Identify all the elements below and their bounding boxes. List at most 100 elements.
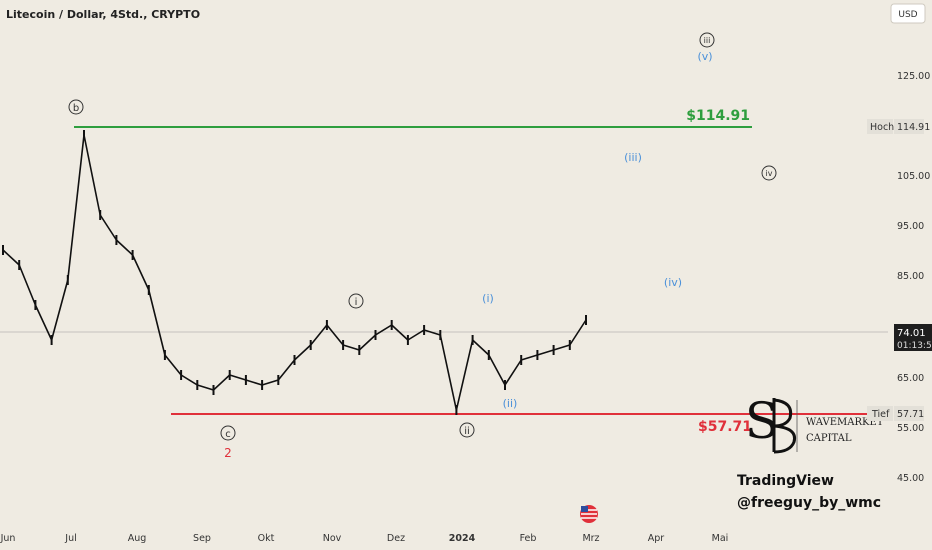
symbol-title: Litecoin / Dollar, 4Std., CRYPTO (6, 8, 200, 21)
price-point (520, 355, 523, 365)
price-tick: 45.00 (897, 473, 924, 484)
price-point (536, 350, 539, 360)
price-point (50, 335, 53, 345)
price-point (358, 345, 361, 355)
time-tick: 2024 (449, 533, 476, 544)
currency-label: USD (898, 10, 917, 20)
current-price-badge (894, 324, 932, 351)
price-point (180, 370, 183, 380)
price-point (34, 300, 37, 310)
company-name-line1: WAVEMARKET (806, 417, 884, 428)
high-value-bg (894, 119, 924, 134)
price-point (439, 330, 442, 340)
svg-text:iii: iii (704, 36, 711, 45)
price-point (423, 325, 426, 335)
low-level-label: $57.71 (698, 419, 752, 435)
price-point (471, 335, 474, 345)
price-axis[interactable]: 125.00 105.00 95.00 85.00 65.00 55.00 45… (867, 71, 932, 484)
wave-label-iii-circle: iii (699, 32, 715, 48)
price-point (147, 285, 150, 295)
price-point (163, 350, 166, 360)
wavemarket-logo: S (745, 392, 798, 454)
author-handle: @freeguy_by_wmc (737, 495, 881, 511)
time-tick: Jun (0, 533, 15, 544)
price-point (504, 380, 506, 390)
price-point (244, 375, 247, 385)
high-level-label: $114.91 (686, 108, 750, 124)
company-name-line2: CAPITAL (806, 433, 852, 444)
price-point (406, 335, 409, 345)
price-tick: 65.00 (897, 373, 924, 384)
currency-button[interactable]: USD (890, 3, 926, 24)
price-series (2, 130, 587, 415)
price-point (261, 380, 264, 390)
price-point (585, 315, 587, 325)
low-value-bg (894, 406, 924, 421)
price-point (131, 250, 134, 260)
wave-label-i-circle: i (348, 293, 364, 309)
wave-label-iii-paren: (iii) (624, 151, 642, 164)
high-badge-value: 114.91 (897, 122, 930, 133)
price-tick: 105.00 (897, 171, 930, 182)
wave-label-v-paren: (v) (697, 50, 712, 63)
wave-label-2: 2 (224, 446, 232, 460)
price-point (568, 340, 571, 350)
wave-label-i-paren: (i) (482, 292, 494, 305)
price-point (196, 380, 199, 390)
price-point (455, 405, 458, 415)
price-point (99, 210, 102, 220)
price-point (66, 275, 69, 285)
time-tick: Mrz (582, 533, 599, 544)
price-point (277, 375, 280, 385)
time-tick: Okt (258, 533, 275, 544)
time-tick: Jul (64, 533, 76, 544)
current-price-value: 74.01 (897, 328, 926, 339)
price-point (309, 340, 312, 350)
time-tick: Feb (520, 533, 537, 544)
time-tick: Apr (648, 533, 665, 544)
time-axis[interactable]: Jun Jul Aug Sep Okt Nov Dez 2024 Feb Mrz… (0, 533, 728, 544)
high-badge-bg (867, 119, 893, 134)
price-point (115, 235, 118, 245)
time-tick: Mai (712, 533, 729, 544)
svg-text:b: b (73, 103, 79, 114)
price-point (212, 385, 215, 395)
price-point (342, 340, 345, 350)
price-point (293, 355, 296, 365)
wave-label-c: c (220, 425, 236, 441)
wave-label-iv-paren: (iv) (664, 276, 682, 289)
price-tick: 55.00 (897, 423, 924, 434)
price-point (390, 320, 393, 330)
price-point (374, 330, 377, 340)
time-tick: Aug (128, 533, 147, 544)
price-point (487, 350, 490, 360)
svg-text:i: i (355, 297, 358, 308)
high-badge-label: Hoch (870, 122, 894, 133)
wave-label-ii-paren: (ii) (503, 397, 518, 410)
platform-label: TradingView (737, 473, 834, 489)
time-tick: Dez (387, 533, 405, 544)
price-point (228, 370, 231, 380)
svg-text:ii: ii (464, 426, 470, 437)
price-point (2, 245, 4, 255)
time-tick: Nov (323, 533, 342, 544)
price-tick: 85.00 (897, 271, 924, 282)
low-badge-bg (867, 406, 893, 421)
price-tick: 125.00 (897, 71, 930, 82)
time-tick: Sep (193, 533, 211, 544)
bar-countdown: 01:13:56 (897, 341, 932, 351)
us-flag-icon[interactable] (580, 505, 598, 523)
price-point (18, 260, 21, 270)
price-tick: 95.00 (897, 221, 924, 232)
low-badge-value: 57.71 (897, 409, 924, 420)
wave-label-iv-circle: iv (761, 165, 777, 181)
price-point (83, 130, 85, 140)
wave-label-ii-circle: ii (459, 422, 475, 438)
wave-label-b: b (68, 99, 84, 115)
low-badge-label: Tief (871, 409, 890, 420)
price-point (552, 345, 555, 355)
svg-text:c: c (225, 429, 231, 440)
svg-text:iv: iv (766, 169, 773, 178)
